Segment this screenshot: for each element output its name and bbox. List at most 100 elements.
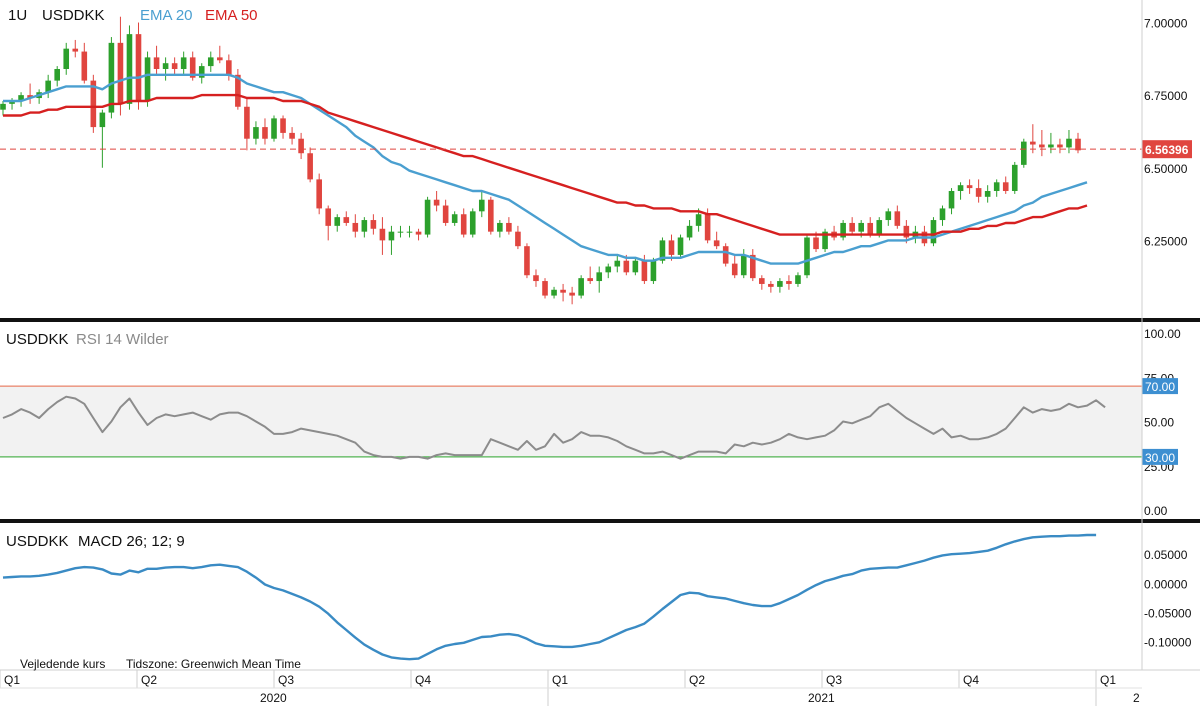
candle-body xyxy=(605,266,612,273)
candle-body xyxy=(99,112,106,128)
quarter-label: Q2 xyxy=(689,673,705,687)
macd-symbol-label: USDDKK xyxy=(6,533,69,550)
rsi-indicator-label[interactable]: RSI 14 Wilder xyxy=(76,331,169,348)
candle-body xyxy=(840,222,846,238)
ema50-line xyxy=(3,93,1088,236)
quarter-label: Q1 xyxy=(1100,673,1116,687)
candle-body xyxy=(307,153,313,180)
candle-body xyxy=(379,228,386,241)
candle-body xyxy=(768,283,774,287)
candle-body xyxy=(361,220,368,232)
candle-body xyxy=(0,103,6,110)
candle-body xyxy=(759,278,765,284)
candle-body xyxy=(469,211,476,235)
candle-body xyxy=(108,42,115,113)
candle-body xyxy=(9,100,15,104)
candle-body xyxy=(1030,141,1036,145)
candle-body xyxy=(244,106,250,139)
candle-body xyxy=(623,260,630,273)
candle-body xyxy=(180,57,187,69)
candle-body xyxy=(388,231,395,241)
candle-body xyxy=(524,246,530,276)
candle-body xyxy=(316,179,322,209)
candle-body xyxy=(433,199,440,206)
candle-body xyxy=(1066,138,1072,148)
ema50-legend[interactable]: EMA 50 xyxy=(205,7,258,24)
symbol-label[interactable]: USDDKK xyxy=(42,7,105,24)
price-tick-label: 6.50000 xyxy=(1144,162,1188,176)
candle-body xyxy=(903,225,910,238)
macd-tick-label: 0.00000 xyxy=(1144,577,1188,591)
candle-body xyxy=(262,127,268,139)
candle-body xyxy=(731,263,738,276)
candle-body xyxy=(894,211,901,226)
candle-body xyxy=(334,217,341,226)
rsi-upper-badge-label: 70.00 xyxy=(1145,380,1175,394)
candle-body xyxy=(217,57,223,61)
candle-body xyxy=(1075,138,1081,151)
candle-body xyxy=(226,60,232,75)
macd-tick-label: -0.10000 xyxy=(1144,636,1192,650)
candle-body xyxy=(478,199,485,212)
rsi-line xyxy=(2,395,1106,460)
candle-body xyxy=(948,191,955,209)
candle-body xyxy=(325,208,332,226)
rsi-lower-badge xyxy=(1142,448,1178,465)
candle-body xyxy=(289,132,295,139)
candle-body xyxy=(54,69,60,81)
candle-body xyxy=(497,222,503,232)
candle-body xyxy=(135,34,142,101)
candle-body xyxy=(668,240,675,255)
year-label: 2021 xyxy=(808,691,835,705)
candle-body xyxy=(506,222,512,232)
macd-indicator-label[interactable]: MACD 26; 12; 9 xyxy=(78,533,185,550)
quarter-label: Q1 xyxy=(552,673,568,687)
candle-body xyxy=(1039,144,1045,148)
candle-body xyxy=(117,42,124,104)
candle-body xyxy=(993,182,1000,191)
candle-body xyxy=(253,127,259,139)
candle-body xyxy=(1057,144,1063,148)
candle-body xyxy=(560,289,566,293)
macd-layer xyxy=(2,533,1097,661)
candle-body xyxy=(352,222,359,232)
candle-body xyxy=(533,275,539,282)
quarter-label: Q4 xyxy=(415,673,431,687)
candle-body xyxy=(795,275,801,284)
year-label: 2020 xyxy=(260,691,287,705)
candle-body xyxy=(343,217,350,223)
candle-body xyxy=(63,48,70,69)
ema20-line xyxy=(3,73,1088,265)
candle-body xyxy=(749,254,756,279)
footer-note: Vejledende kurs xyxy=(20,657,105,671)
candle-body xyxy=(1048,144,1054,148)
candle-body xyxy=(235,74,241,107)
candle-body xyxy=(207,57,214,67)
candle-body xyxy=(298,138,304,154)
panel-divider-macd xyxy=(0,519,1200,523)
rsi-band xyxy=(0,387,1142,458)
candle-body xyxy=(614,260,621,267)
year-label: 2 xyxy=(1133,691,1140,705)
candle-body xyxy=(849,222,855,232)
price-tick-label: 6.25000 xyxy=(1144,234,1188,248)
candle-body xyxy=(198,66,205,78)
candle-body xyxy=(81,51,88,81)
candle-body xyxy=(406,231,413,233)
rsi-lower-badge-label: 30.00 xyxy=(1145,451,1175,465)
price-tick-label: 6.75000 xyxy=(1144,89,1188,103)
ema20-legend[interactable]: EMA 20 xyxy=(140,7,193,24)
candle-body xyxy=(1011,164,1018,191)
interval-label[interactable]: 1U xyxy=(8,7,27,24)
panel-divider-rsi xyxy=(0,318,1200,322)
quarter-label: Q3 xyxy=(826,673,842,687)
candle-body xyxy=(488,199,494,232)
candle-body xyxy=(686,225,693,238)
candle-body xyxy=(632,260,639,273)
rsi-symbol-label: USDDKK xyxy=(6,331,69,348)
candle-body xyxy=(162,63,169,69)
candle-body xyxy=(722,246,729,264)
axis-layer: 7.00000 6.75000 6.50000 6.25000 6.56396 100.0… xyxy=(0,17,1192,706)
